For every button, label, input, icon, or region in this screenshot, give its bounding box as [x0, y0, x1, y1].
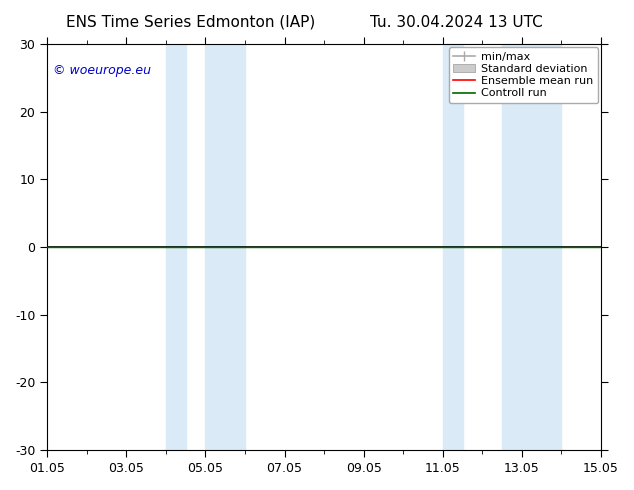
Bar — [502, 44, 562, 450]
Text: ENS Time Series Edmonton (IAP): ENS Time Series Edmonton (IAP) — [65, 15, 315, 30]
Bar — [166, 44, 186, 450]
Text: Tu. 30.04.2024 13 UTC: Tu. 30.04.2024 13 UTC — [370, 15, 543, 30]
Bar — [205, 44, 245, 450]
Bar — [443, 44, 463, 450]
Legend: min/max, Standard deviation, Ensemble mean run, Controll run: min/max, Standard deviation, Ensemble me… — [449, 48, 598, 103]
Text: © woeurope.eu: © woeurope.eu — [53, 64, 151, 77]
